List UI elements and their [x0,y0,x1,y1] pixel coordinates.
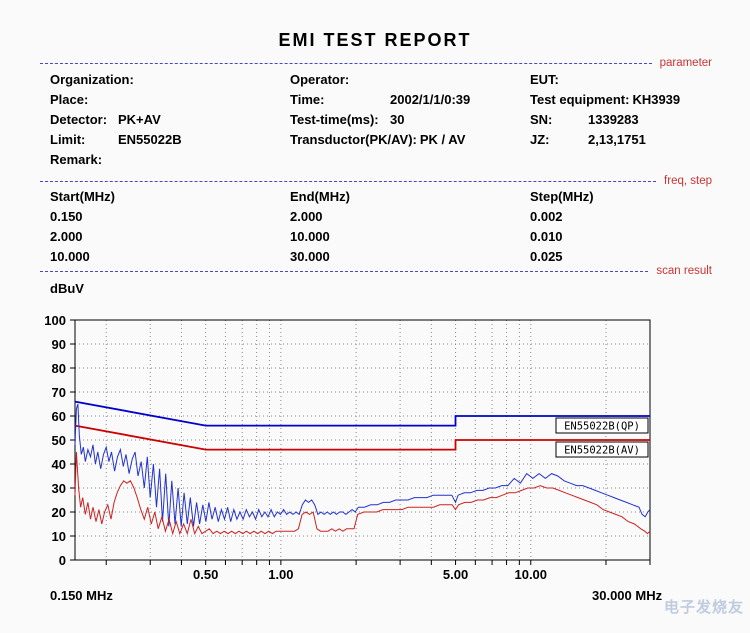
param-value-jz: 2,13,1751 [588,132,646,147]
param-value-limit: EN55022B [118,132,182,147]
separator-dashed-line [40,62,652,64]
y-tick-label: 10 [52,529,66,544]
param-row-organization: Organization: [50,72,137,92]
freq-cell-step-2: 0.010 [530,229,563,244]
param-label-organization: Organization: [50,72,134,87]
separator-dashed-line [40,270,649,272]
av-scan-trace [74,451,651,536]
param-value-test-equipment: KH3939 [632,92,681,107]
x-tick-label: 0.50 [193,567,218,582]
y-tick-label: 70 [52,385,66,400]
y-tick-label: 20 [52,505,66,520]
param-value-transductor: PK / AV [419,132,466,147]
y-tick-label: 60 [52,409,66,424]
section-label-scan-result: scan result [656,265,712,277]
x-tick-label: 1.00 [268,567,293,582]
emi-scan-chart: 0 10 20 30 40 50 60 70 80 90 100 0.50 1.00 5.00 10.00 E… [44,313,651,582]
param-value-time: 2002/1/1/0:39 [390,92,471,107]
param-row-transductor: Transductor(PK/AV): PK / AV [290,132,465,152]
param-label-eut: EUT: [530,72,559,87]
y-tick-label: 0 [59,553,66,568]
y-tick-label: 50 [52,433,66,448]
param-row-remark: Remark: [50,152,118,172]
x-tick-label: 5.00 [443,567,468,582]
separator-scan-result: scan result [40,264,712,278]
param-label-test-time: Test-time(ms): [290,112,379,127]
en55022b-av-limit-line [74,424,650,451]
param-row-place: Place: [50,92,118,112]
section-label-freq-step: freq, step [664,175,712,187]
en55022b-qp-limit-line [74,400,650,427]
param-label-time: Time: [290,92,325,107]
param-label-limit: Limit: [50,132,86,147]
x-tick-label: 10.00 [514,567,547,582]
param-value-sn: 1339283 [588,112,639,127]
pk-scan-trace [74,403,651,527]
param-label-remark: Remark: [50,152,103,167]
freq-cell-step-1: 0.002 [530,209,563,224]
param-row-sn: SN: 1339283 [530,112,639,132]
param-row-detector: Detector: PK+AV [50,112,161,132]
param-row-test-time: Test-time(ms): 30 [290,112,404,132]
param-label-transductor: Transductor(PK/AV): [290,132,417,147]
y-tick-label: 40 [52,457,66,472]
freq-cell-start-3: 10.000 [50,249,90,264]
legend-label: EN55022B(AV) [564,445,640,457]
page-title: EMI TEST REPORT [278,30,472,51]
legend-box [555,441,649,458]
param-label-sn: SN: [530,112,553,127]
param-row-operator: Operator: [290,72,390,92]
y-tick-label: 100 [44,313,66,328]
freq-header-end: End(MHz) [290,189,350,204]
param-row-time: Time: 2002/1/1/0:39 [290,92,470,112]
separator-dashed-line [40,180,657,182]
legend-label: EN55022B(QP) [564,421,640,433]
y-axis-unit-label: dBuV [50,281,84,296]
freq-header-step: Step(MHz) [530,189,594,204]
freq-cell-start-2: 2.000 [50,229,83,244]
separator-parameter: parameter [40,56,712,70]
param-label-place: Place: [50,92,89,107]
freq-cell-step-3: 0.025 [530,249,563,264]
separator-freq-step: freq, step [40,174,712,188]
x-axis-end-label: 30.000 MHz [592,588,663,603]
freq-cell-start-1: 0.150 [50,209,83,224]
section-label-parameter: parameter [659,57,712,69]
param-value-test-time: 30 [390,112,405,127]
param-row-limit: Limit: EN55022B [50,132,182,152]
param-row-eut: EUT: [530,72,588,92]
freq-cell-end-1: 2.000 [290,209,323,224]
freq-cell-end-2: 10.000 [290,229,330,244]
legend-box [555,417,649,434]
param-row-jz: JZ: 2,13,1751 [530,132,646,152]
y-tick-label: 90 [52,337,66,352]
param-label-detector: Detector: [50,112,108,127]
x-axis-start-label: 0.150 MHz [50,588,113,603]
param-label-jz: JZ: [530,132,550,147]
param-value-detector: PK+AV [118,112,161,127]
y-tick-label: 30 [52,481,66,496]
param-row-test-equipment: Test equipment: KH3939 [530,92,680,112]
freq-header-start: Start(MHz) [50,189,115,204]
param-label-operator: Operator: [290,72,350,87]
freq-cell-end-3: 30.000 [290,249,330,264]
watermark-text: 电子发烧友 [663,599,744,616]
param-label-test-equipment: Test equipment: [530,92,630,107]
y-tick-label: 80 [52,361,66,376]
